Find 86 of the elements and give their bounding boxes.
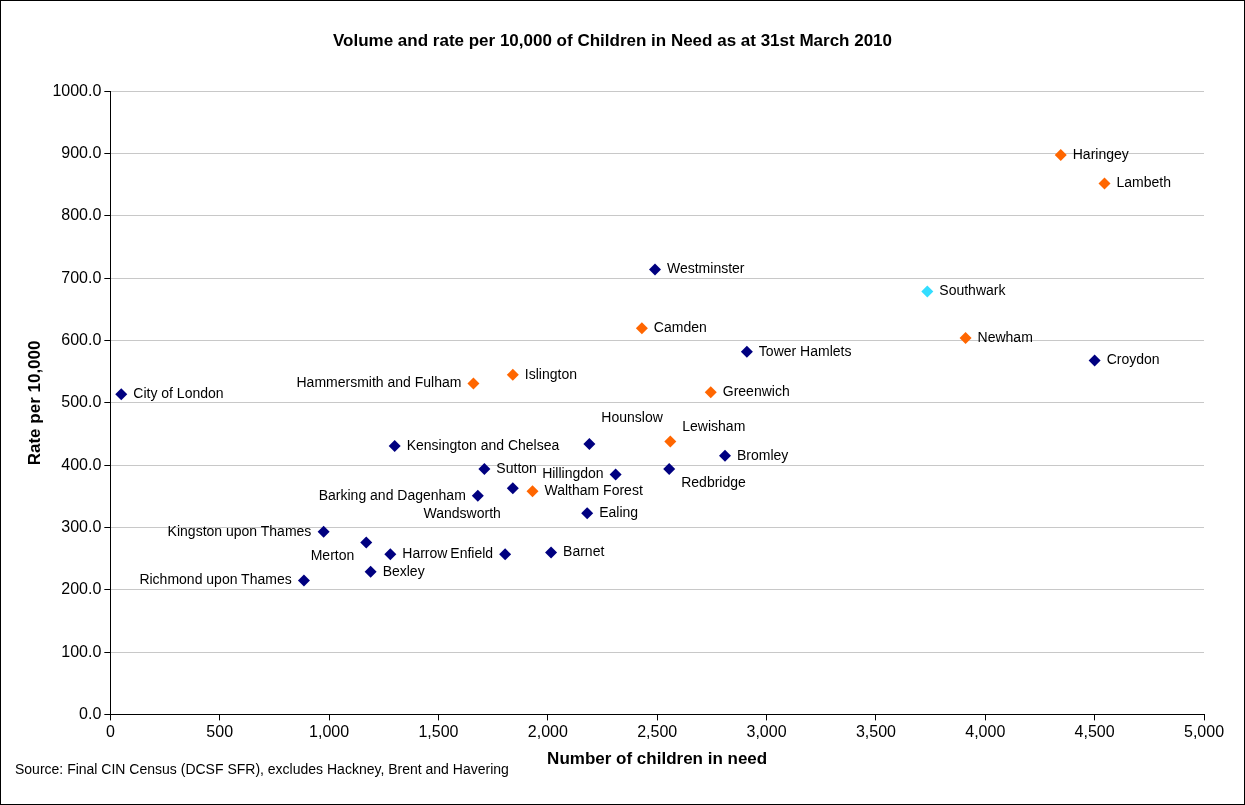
- source-note: Source: Final CIN Census (DCSF SFR), excludes Hackney, Brent and Havering: [15, 760, 510, 779]
- y-tick-label: 900.0: [61, 144, 102, 162]
- annotation: Ealing: [599, 504, 639, 521]
- x-tick-label: 3,000: [746, 723, 787, 741]
- x-tick-label: 2,000: [527, 723, 568, 741]
- point: [648, 263, 661, 276]
- annotation: Richmond upon Thames: [139, 571, 292, 588]
- point: [740, 345, 753, 358]
- y-axis-title: Rate per 10,000: [24, 340, 44, 466]
- point: [471, 489, 484, 502]
- annotation: Enfield: [450, 545, 494, 562]
- annotation: Bromley: [736, 446, 789, 463]
- point: [718, 449, 731, 462]
- y-tick-label: 500.0: [61, 393, 102, 411]
- point: [663, 462, 676, 475]
- point: [1054, 148, 1067, 161]
- y-tick-label: 400.0: [61, 455, 102, 473]
- y-tick-label: 700.0: [61, 268, 102, 286]
- y-tick-label: 300.0: [61, 517, 102, 535]
- annotation: Merton: [310, 547, 355, 564]
- x-tick-label: 0: [105, 723, 115, 741]
- y-tick-label: 100.0: [61, 642, 102, 660]
- annotation: Barking and Dagenham: [318, 486, 466, 503]
- point: [704, 386, 717, 399]
- x-tick-label: 5,000: [1183, 723, 1225, 741]
- point: [384, 548, 397, 561]
- point: [297, 574, 310, 587]
- point: [959, 332, 972, 345]
- y-tick-label: 600.0: [61, 331, 102, 349]
- point: [609, 468, 622, 481]
- x-tick-label: 3,500: [855, 723, 897, 741]
- x-tick-label: 1,500: [418, 723, 459, 741]
- annotation: Southwark: [939, 282, 1007, 299]
- annotation: Wandsworth: [423, 505, 501, 522]
- point: [526, 485, 539, 498]
- point: [635, 322, 648, 335]
- annotation: Sutton: [496, 459, 537, 476]
- x-tick-label: 4,500: [1074, 723, 1115, 741]
- point: [499, 548, 512, 561]
- point: [388, 439, 401, 452]
- point: [364, 565, 377, 578]
- x-axis-title: Number of children in need: [547, 749, 768, 769]
- annotation: Waltham Forest: [544, 482, 643, 499]
- x-tick-label: 4,000: [965, 723, 1006, 741]
- point: [664, 435, 677, 448]
- annotation: Lewisham: [682, 418, 746, 435]
- y-tick-label: 0.0: [79, 704, 102, 722]
- annotation: Croydon: [1106, 351, 1160, 368]
- annotation: Newham: [977, 328, 1033, 345]
- annotation: Kensington and Chelsea: [406, 436, 560, 453]
- annotation: Islington: [524, 365, 577, 382]
- annotation: Tower Hamlets: [758, 342, 852, 359]
- point: [506, 368, 519, 381]
- point: [1098, 177, 1111, 190]
- y-tick-label: 1000.0: [52, 81, 102, 99]
- annotation: Camden: [653, 319, 707, 335]
- annotation: City of London: [133, 385, 224, 402]
- y-tick-label: 200.0: [61, 580, 102, 598]
- annotation: Hillingdon: [542, 465, 604, 482]
- point: [506, 482, 519, 495]
- annotation: Greenwich: [722, 383, 790, 400]
- point: [360, 536, 373, 549]
- annotation: Barnet: [563, 543, 605, 560]
- annotation: Hammersmith and Fulham: [296, 374, 462, 391]
- annotation: Westminster: [666, 260, 745, 277]
- x-tick-label: 1,000: [309, 723, 350, 741]
- point: [583, 438, 596, 451]
- point: [317, 525, 330, 538]
- point: [545, 546, 558, 559]
- x-tick-label: 500: [206, 723, 234, 741]
- point: [478, 462, 491, 475]
- annotation: Haringey: [1072, 145, 1129, 162]
- x-tick-label: 2,500: [637, 723, 678, 741]
- point: [467, 377, 480, 390]
- annotation: Lambeth: [1116, 174, 1171, 191]
- point: [921, 285, 934, 298]
- annotation: Kingston upon Thames: [167, 522, 312, 539]
- point: [581, 507, 594, 520]
- y-tick-label: 800.0: [61, 206, 102, 224]
- annotation: Harrow: [402, 545, 449, 562]
- annotation: Hounslow: [601, 408, 664, 425]
- annotation: Redbridge: [681, 473, 747, 490]
- point: [1088, 354, 1101, 367]
- point: [115, 388, 128, 401]
- annotation: Bexley: [382, 562, 425, 579]
- chart-title: Volume and rate per 10,000 of Children in Need as at 31st March 2010: [332, 30, 893, 50]
